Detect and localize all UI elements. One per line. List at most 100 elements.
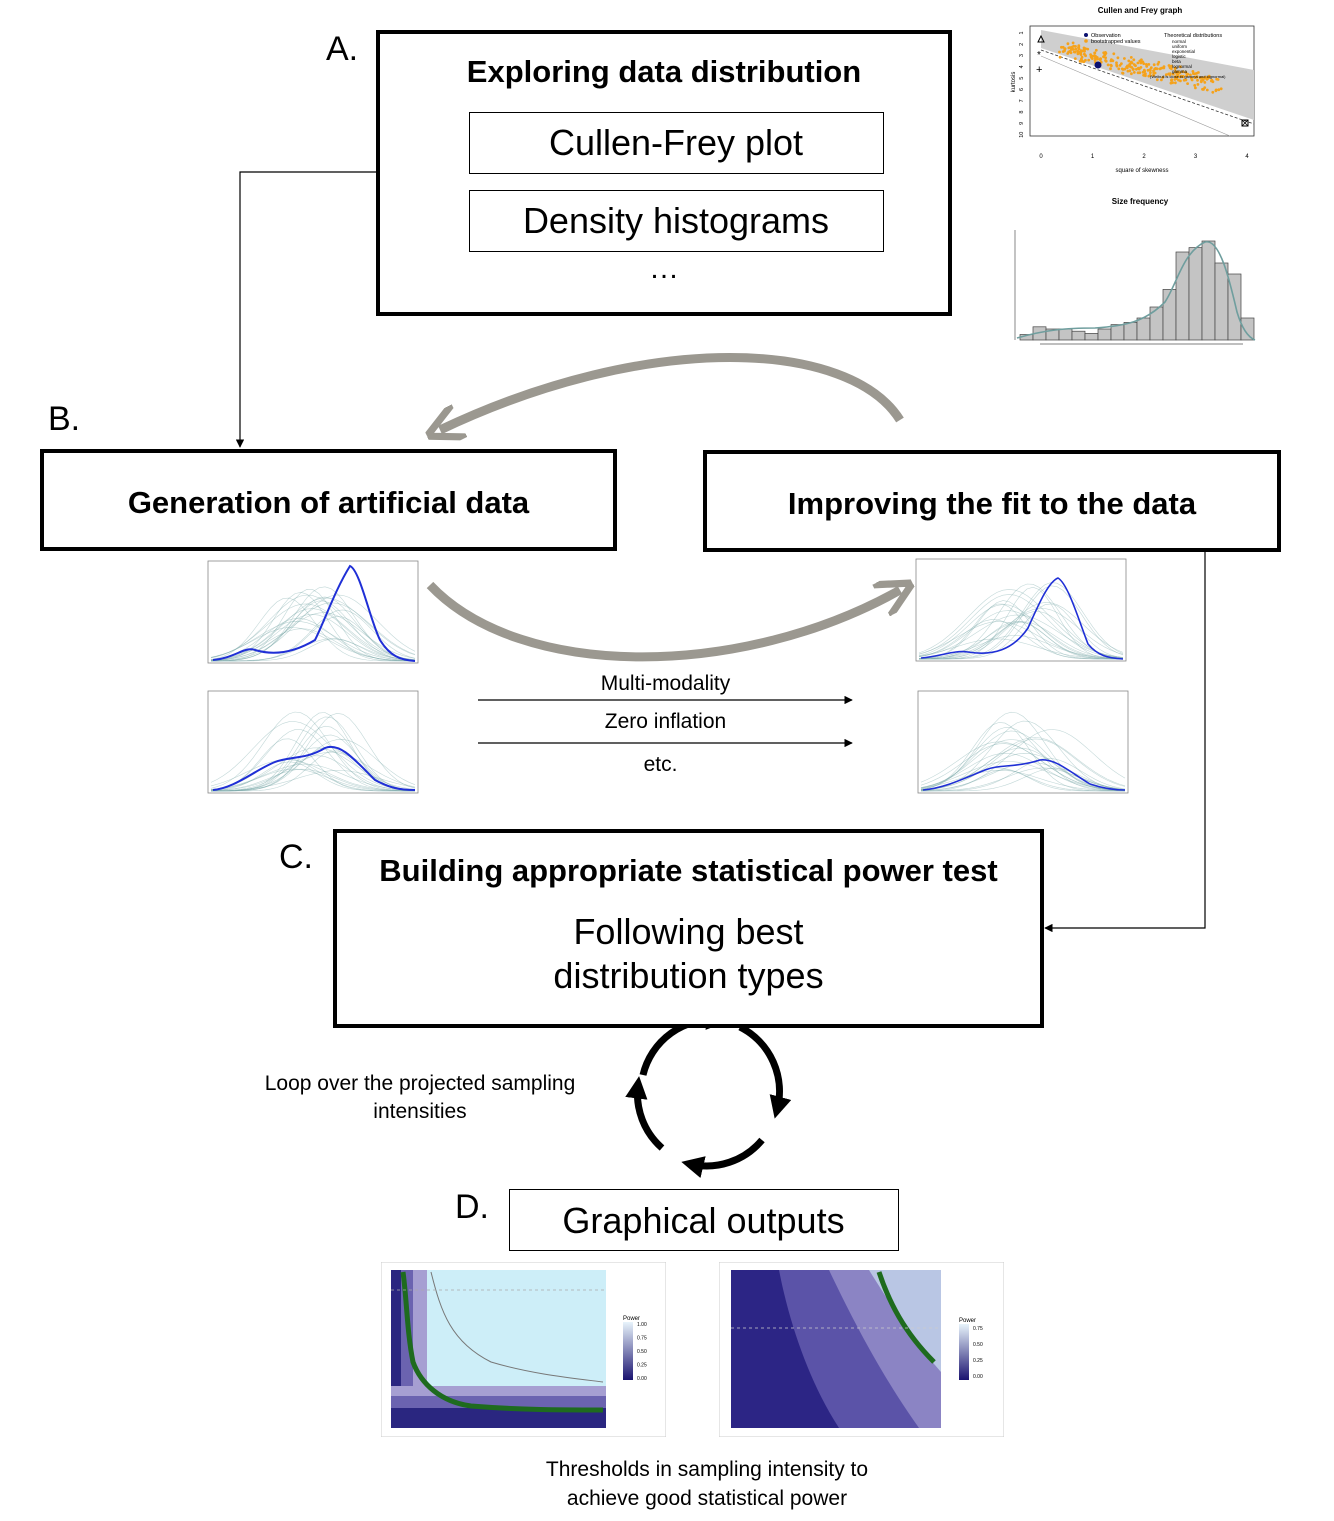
simulated-curve [210,711,416,792]
bootstrap-point [1155,67,1159,71]
y-tick-label: 4 [1019,65,1025,68]
graphical-outputs-box: Graphical outputs [509,1189,899,1251]
bootstrap-point [1155,78,1159,82]
legend-bootstrap-dot [1084,39,1088,43]
simulated-curve [918,610,1124,659]
bootstrap-point [1175,72,1178,75]
simulated-curve [210,768,415,792]
section-d-letter: D. [455,1188,489,1226]
bootstrap-point [1149,71,1152,75]
bootstrap-point [1189,73,1192,77]
simulated-curve [210,594,416,661]
bootstrap-point [1194,86,1197,90]
power-threshold-contour [400,1271,604,1413]
cullen-frey-item-label: Cullen-Frey plot [548,122,804,163]
simulated-curve [210,594,416,660]
section-a-letter: A. [326,30,359,68]
bootstrap-point [1201,87,1204,91]
bootstrap-point [1184,78,1187,82]
bootstrap-point [1071,48,1075,51]
lognormal-line [1040,55,1231,137]
bootstrap-point [1171,81,1174,85]
bootstrap-point [1094,57,1097,60]
simulated-curve [210,761,415,792]
bootstrap-point [1080,59,1084,63]
simulated-curve [918,614,1124,658]
loop-cycle [625,1007,792,1178]
legend-item: exponential [1172,49,1195,54]
histogram-bar [1240,317,1255,341]
bootstrap-point [1206,77,1210,80]
bootstrap-point [1110,58,1113,61]
legend-item: gamma [1172,69,1188,74]
multi-modality-label: Multi-modality [600,672,731,695]
bootstrap-point [1118,64,1122,67]
bootstrap-point [1161,76,1165,79]
bootstrap-point [1115,61,1118,65]
graphical-outputs-title: Graphical outputs [562,1200,845,1241]
simulated-curve [921,767,1126,792]
bootstrap-point [1066,42,1070,46]
simulated-curve [210,600,416,662]
bootstrap-point [1084,54,1087,58]
bootstrap-point [1152,69,1155,73]
bootstrap-point [1077,47,1081,51]
bootstrap-point [1102,55,1105,59]
bootstrap-point [1104,56,1107,60]
simulated-curve [210,758,415,792]
y-tick-label: 7 [1019,99,1025,102]
y-tick-label: 9 [1019,122,1025,125]
density-curve [1016,241,1256,341]
bootstrap-point [1168,65,1172,69]
simulated-curve [211,638,416,662]
bootstrap-point [1179,65,1182,69]
simulated-curve [210,751,416,791]
x-tick-label: 1 [1091,154,1095,160]
bootstrap-point [1201,78,1205,82]
etc-label: etc. [643,753,678,776]
exploring-box: Exploring data distribution Cullen-Frey … [376,30,952,316]
simulated-curve [210,768,416,792]
bootstrap-point [1175,75,1179,78]
bootstrap-point [1080,55,1084,59]
bootstrap-point [1219,87,1223,91]
bootstrap-point [1123,57,1126,60]
simulated-curve [210,721,416,791]
power-legend-ticks: 1.00 0.75 0.50 0.25 0.00 [637,1322,647,1382]
bootstrap-point [1174,81,1177,85]
bootstrap-point [1147,63,1151,66]
power-heatmap-left: Power 1.00 0.75 0.50 0.25 0.00 [381,1262,666,1437]
legend-observation-dot [1084,33,1088,37]
histogram-bar [1058,328,1073,341]
bootstrap-point [1175,77,1179,80]
simulated-curve [211,586,416,662]
x-tick-label: 4 [1245,154,1249,160]
bootstrap-point [1193,84,1197,87]
simulated-curve [920,730,1126,791]
power-test-subtitle-1: Following best [573,911,804,952]
legend-item: beta [1172,59,1181,64]
bootstrap-point [1197,71,1200,74]
density-histograms-item: Density histograms [469,190,884,252]
bootstrap-point [1135,67,1138,71]
legend-item: lognormal [1172,64,1192,69]
simulated-curve [211,638,416,662]
simulated-curve [918,638,1124,660]
simulated-curves [210,586,416,662]
simulated-curve [920,769,1126,792]
bootstrap-point [1104,59,1107,62]
bootstrap-point [1142,68,1146,72]
bootstrap-point [1152,63,1156,67]
bootstrap-point [1098,58,1102,62]
simulated-curve [920,727,1126,792]
x-tick-label: 0 [1039,154,1043,160]
logistic-marker: + [1036,64,1042,76]
simulated-curve [211,616,416,662]
legend-tick-label: 0.75 [973,1326,983,1332]
x-tick-label: 3 [1194,154,1198,160]
bootstrap-point [1123,67,1127,71]
power-legend-ticks: 0.75 0.50 0.25 0.00 [973,1326,983,1380]
bootstrap-point [1158,67,1162,71]
bootstrap-point [1077,51,1081,55]
bootstrap-point [1063,49,1066,53]
